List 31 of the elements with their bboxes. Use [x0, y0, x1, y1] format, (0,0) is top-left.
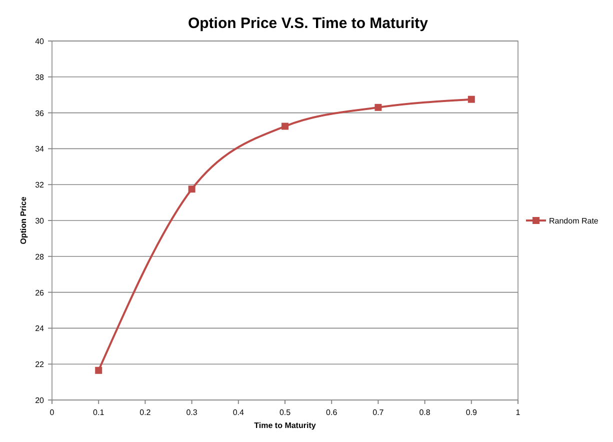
point — [282, 122, 288, 130]
chart-title: Option Price V.S. Time to Maturity — [188, 15, 429, 32]
x-tick-label: 0.5 — [279, 408, 292, 417]
legend-label: Random Rate — [549, 216, 599, 226]
point — [374, 104, 382, 111]
y-tick-label: 32 — [35, 180, 45, 190]
y-axis-title: Option Price — [19, 196, 28, 244]
x-tick-label: 0.7 — [372, 408, 384, 417]
y-tick-label: 38 — [35, 72, 45, 82]
y-tick-label: 28 — [35, 252, 45, 262]
x-tick-label: 0.8 — [419, 408, 431, 417]
y-tick-label: 36 — [35, 108, 45, 118]
point — [188, 186, 196, 193]
y-tick-label: 30 — [35, 216, 45, 226]
x-tick-label: 1 — [516, 408, 521, 417]
point — [468, 96, 475, 103]
y-tick-label: 26 — [35, 288, 45, 298]
x-axis-title: Time to Maturity — [254, 421, 316, 430]
x-tick-label: 0.3 — [186, 408, 198, 417]
y-tick-label: 24 — [35, 324, 45, 334]
x-tick-label: 0.2 — [140, 408, 152, 417]
x-tick-label: 0 — [50, 408, 55, 417]
y-tick-label: 34 — [35, 144, 45, 154]
x-tick-label: 0.1 — [93, 408, 105, 417]
x-tick-label: 0.4 — [232, 408, 245, 417]
x-tick-label: 0.9 — [466, 408, 478, 417]
x-tick-label: 0.6 — [326, 408, 338, 417]
y-tick-label: 22 — [35, 360, 45, 370]
point — [95, 366, 102, 374]
y-tick-label: 40 — [35, 37, 45, 46]
y-tick-label: 20 — [35, 396, 45, 405]
